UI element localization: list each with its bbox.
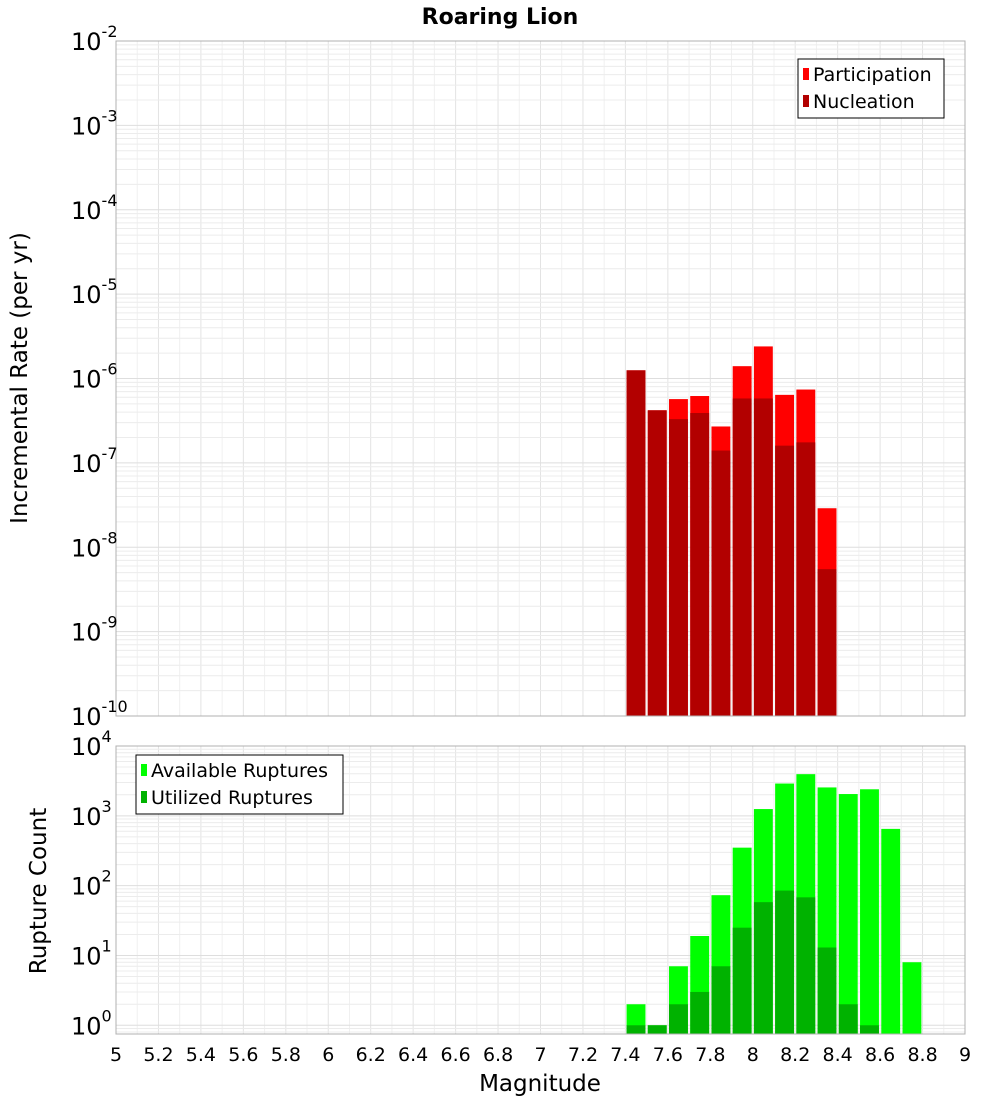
x-tick-label: 6.6 — [440, 1044, 470, 1066]
bar-available-ruptures — [838, 794, 858, 1034]
y-tick-label: 10-10 — [71, 697, 128, 731]
y-axis-label: Rupture Count — [26, 808, 52, 974]
y-tick-label: 10-6 — [71, 360, 118, 394]
x-tick-label: 5.6 — [228, 1044, 258, 1066]
x-tick-label: 7.6 — [653, 1044, 683, 1066]
bar-nucleation — [690, 413, 710, 716]
plot-frame — [115, 40, 966, 717]
bar-nucleation — [626, 370, 646, 716]
bar-utilized-ruptures — [860, 1025, 879, 1034]
legend: Available Ruptures Utilized Ruptures — [135, 754, 344, 815]
bar-nucleation — [647, 410, 667, 716]
x-tick-label: 9 — [959, 1044, 971, 1066]
x-tick-label: 8.6 — [865, 1044, 895, 1066]
y-tick-label: 103 — [71, 797, 112, 831]
legend-label: Available Ruptures — [151, 760, 328, 782]
y-tick-label: 102 — [71, 867, 112, 901]
x-tick-label: 6.4 — [398, 1044, 428, 1066]
y-tick-label: 100 — [71, 1006, 112, 1040]
legend-swatch — [141, 791, 147, 803]
y-tick-label: 104 — [71, 727, 112, 761]
y-tick-label: 10-8 — [71, 528, 118, 562]
x-tick-label: 5.8 — [271, 1044, 301, 1066]
y-tick-label: 10-9 — [71, 613, 118, 647]
x-tick-label: 7.8 — [695, 1044, 725, 1066]
x-tick-label: 7.4 — [610, 1044, 640, 1066]
bar-nucleation — [817, 569, 837, 716]
x-tick-label: 6 — [322, 1044, 334, 1066]
bar-utilized-ruptures — [626, 1025, 646, 1034]
legend-swatch — [803, 68, 809, 80]
plot-frame — [115, 745, 966, 1035]
x-tick-label: 8.2 — [780, 1044, 810, 1066]
legend-box — [797, 58, 945, 119]
bar-available-ruptures — [902, 962, 922, 1034]
y-tick-label: 10-2 — [71, 22, 118, 56]
bar-utilized-ruptures — [796, 897, 816, 1034]
x-tick-label: 8 — [747, 1044, 759, 1066]
chart-title: Roaring Lion — [422, 5, 579, 30]
bar-utilized-ruptures — [647, 1025, 667, 1034]
bar-utilized-ruptures — [711, 966, 731, 1034]
x-tick-label: 6.8 — [483, 1044, 513, 1066]
bar-available-ruptures — [860, 789, 879, 1034]
legend-swatch — [141, 764, 147, 776]
bar-nucleation — [669, 419, 688, 716]
legend-box — [135, 754, 344, 815]
x-tick-label: 8.4 — [823, 1044, 853, 1066]
bar-utilized-ruptures — [838, 1004, 858, 1034]
bar-utilized-ruptures — [753, 902, 773, 1034]
x-tick-label: 5 — [110, 1044, 122, 1066]
x-tick-label: 7.2 — [568, 1044, 598, 1066]
bar-nucleation — [796, 442, 816, 716]
x-axis-label: Magnitude — [479, 1071, 601, 1097]
y-tick-label: 10-7 — [71, 444, 118, 478]
bar-nucleation — [775, 445, 795, 716]
x-tick-label: 5.2 — [143, 1044, 173, 1066]
legend: Participation Nucleation — [797, 58, 945, 119]
bar-utilized-ruptures — [817, 947, 837, 1034]
rate-panel: 10-10 10-9 10-8 10-7 10-6 10-5 10-4 10-3 10-2 Inc… — [7, 22, 966, 731]
bar-nucleation — [732, 398, 752, 716]
x-tick-label: 5.4 — [186, 1044, 216, 1066]
y-tick-label: 101 — [71, 936, 112, 970]
y-axis-label: Incremental Rate (per yr) — [7, 232, 33, 524]
x-tick-label: 8.8 — [907, 1044, 937, 1066]
legend-label: Nucleation — [813, 91, 915, 113]
legend-swatch — [803, 95, 809, 107]
x-tick-label: 7 — [534, 1044, 546, 1066]
legend-label: Participation — [813, 64, 932, 86]
x-tick-label: 6.2 — [356, 1044, 386, 1066]
y-tick-label: 10-3 — [71, 106, 118, 140]
bar-nucleation — [711, 450, 731, 716]
legend-label: Utilized Ruptures — [151, 787, 313, 809]
bar-nucleation — [753, 398, 773, 716]
bar-utilized-ruptures — [669, 1004, 688, 1034]
rupture-count-panel: 100 101 102 103 104 Rupture Count Available Ru… — [26, 727, 966, 1040]
bar-utilized-ruptures — [690, 991, 710, 1034]
bar-utilized-ruptures — [732, 927, 752, 1034]
bar-utilized-ruptures — [775, 890, 795, 1034]
bar-available-ruptures — [881, 828, 901, 1034]
y-tick-label: 10-5 — [71, 275, 118, 309]
y-tick-label: 10-4 — [71, 191, 118, 225]
